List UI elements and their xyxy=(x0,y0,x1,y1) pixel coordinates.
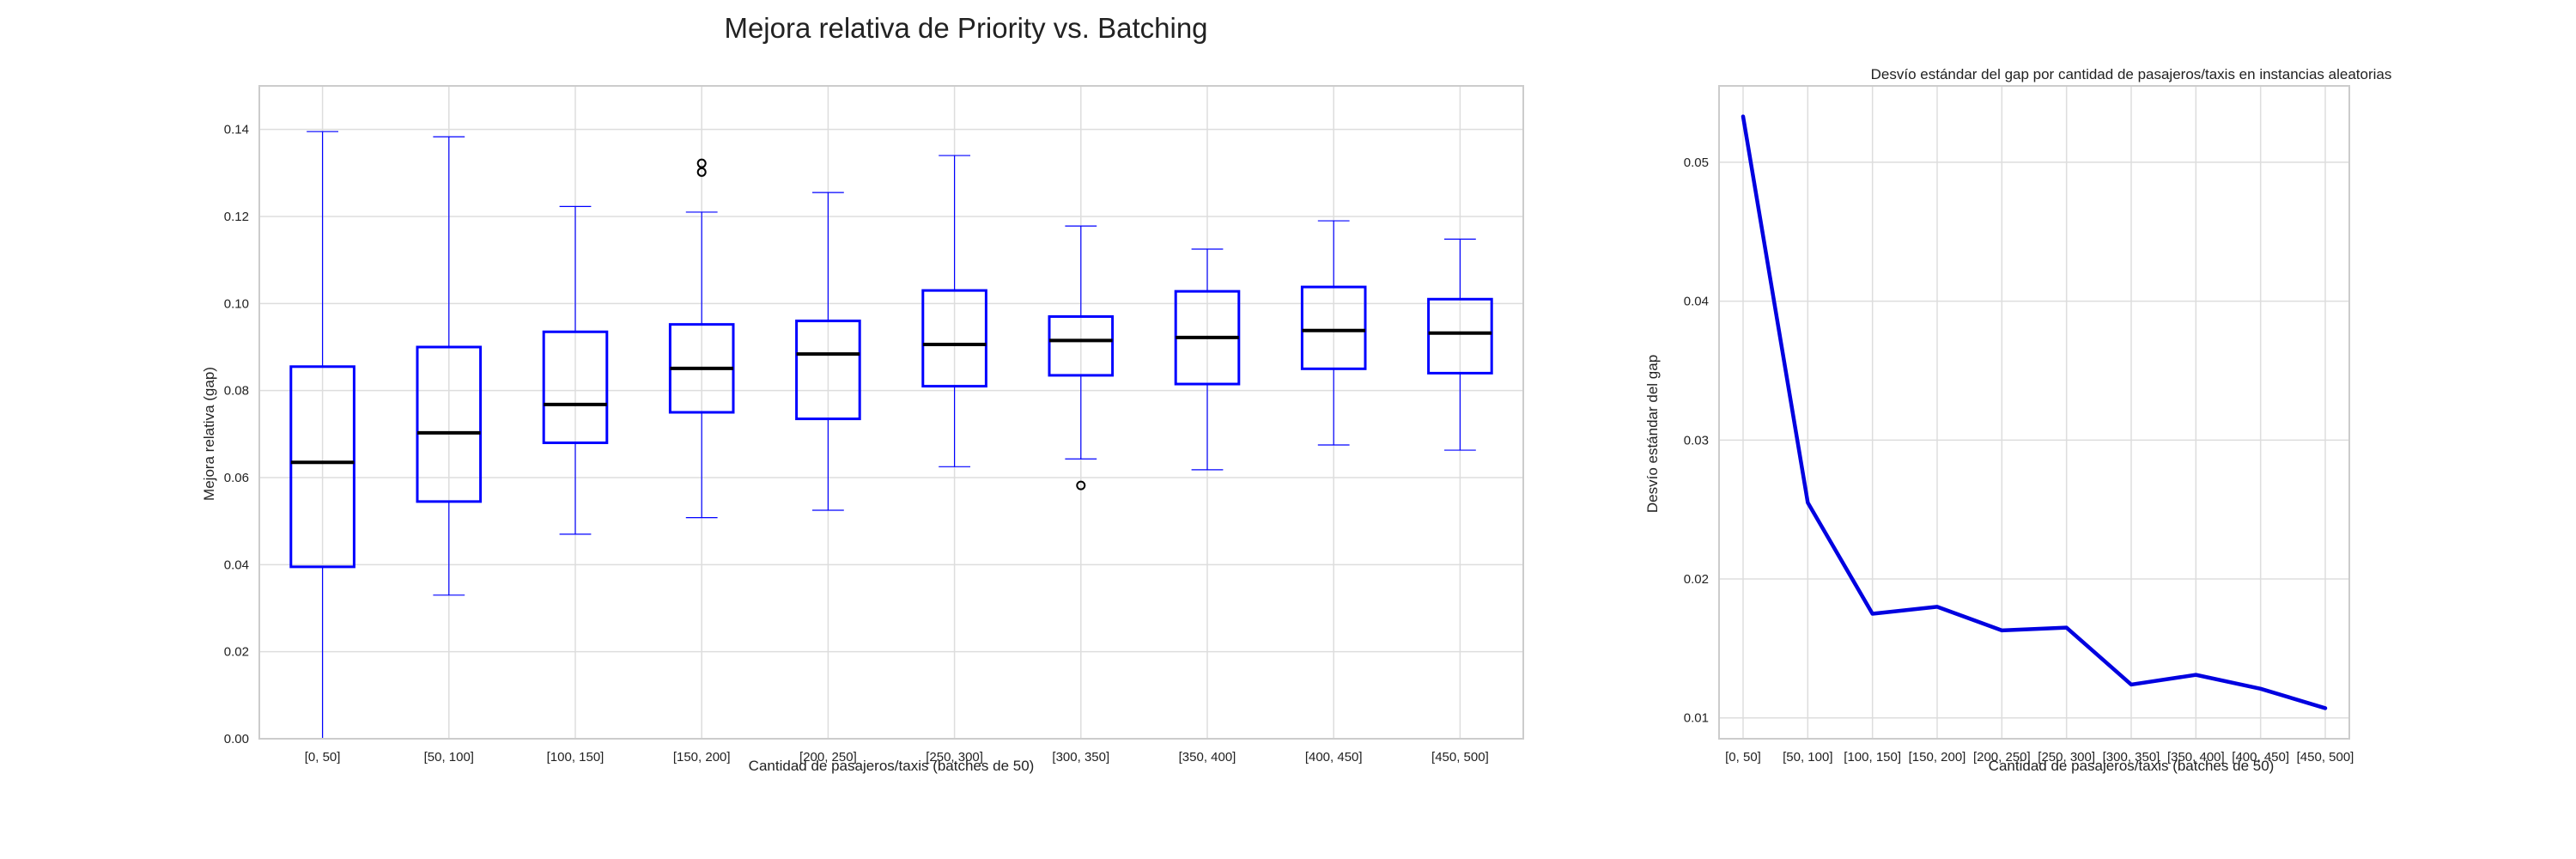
boxplot-x-axis-label: Cantidad de pasajeros/taxis (batches de … xyxy=(749,758,1035,774)
line-x-tick-label: [400, 450] xyxy=(2232,750,2289,765)
box-9 xyxy=(1427,238,1493,451)
line-x-tick-label: [300, 350] xyxy=(2103,750,2160,765)
box-iqr xyxy=(921,289,987,388)
line-frame xyxy=(1718,85,2350,740)
boxplot-x-tick-label: [0, 50] xyxy=(305,750,341,765)
boxplot-y-tick-label: 0.10 xyxy=(224,296,249,311)
line-x-tick-label: [100, 150] xyxy=(1844,750,1901,765)
boxplot-x-tick-label: [50, 100] xyxy=(424,750,474,765)
boxplot-x-tick-label: [150, 200] xyxy=(673,750,731,765)
box-outlier xyxy=(1076,480,1086,490)
box-iqr xyxy=(289,365,355,569)
line-chart-title: Desvío estándar del gap por cantidad de … xyxy=(1871,66,2392,82)
line-y-tick-label: 0.02 xyxy=(1684,572,1709,587)
box-outlier xyxy=(696,158,707,168)
box-0 xyxy=(289,131,355,740)
box-6 xyxy=(1048,225,1115,490)
line-y-tick-label: 0.03 xyxy=(1684,433,1709,448)
box-iqr xyxy=(542,330,609,444)
boxplot-y-tick-label: 0.12 xyxy=(224,210,249,224)
boxplot-x-tick-label: [400, 450] xyxy=(1305,750,1363,765)
box-iqr xyxy=(1300,285,1367,370)
line-x-tick-label: [350, 400] xyxy=(2167,750,2225,765)
boxplot-x-tick-label: [450, 500] xyxy=(1431,750,1489,765)
boxplot-plot-area xyxy=(259,86,1523,739)
box-iqr xyxy=(795,320,861,421)
line-y-tick-label: 0.01 xyxy=(1684,711,1709,726)
boxplot-frame xyxy=(258,85,1524,740)
line-x-tick-label: [200, 250] xyxy=(1973,750,2031,765)
boxplot-x-tick-label: [100, 150] xyxy=(547,750,605,765)
line-x-tick-label: [0, 50] xyxy=(1725,750,1761,765)
boxplot-y-axis-label: Mejora relativa (gap) xyxy=(201,367,217,501)
line-plot-area xyxy=(1719,86,2349,739)
std-series-line xyxy=(1741,114,2328,710)
line-chart-x-axis-label: Cantidad de pasajeros/taxis (batches de … xyxy=(1989,758,2275,774)
box-3 xyxy=(668,158,735,519)
figure-title: Mejora relativa de Priority vs. Batching xyxy=(724,12,1207,44)
box-1 xyxy=(416,136,483,596)
box-4 xyxy=(795,192,861,511)
line-x-tick-label: [450, 500] xyxy=(2297,750,2354,765)
line-y-tick-label: 0.05 xyxy=(1684,155,1709,170)
boxplot-y-tick-label: 0.02 xyxy=(224,645,249,660)
boxplot-y-tick-label: 0.14 xyxy=(224,123,249,137)
box-iqr xyxy=(1048,315,1115,377)
boxplot-x-tick-label: [300, 350] xyxy=(1052,750,1109,765)
boxplot-x-tick-label: [250, 300] xyxy=(926,750,983,765)
box-5 xyxy=(921,155,987,467)
box-7 xyxy=(1174,248,1241,471)
box-iqr xyxy=(416,345,483,503)
line-x-tick-label: [150, 200] xyxy=(1909,750,1966,765)
box-8 xyxy=(1300,220,1367,446)
boxplot-y-tick-label: 0.08 xyxy=(224,384,249,399)
boxplot-y-tick-label: 0.04 xyxy=(224,557,249,572)
boxplot-x-tick-label: [350, 400] xyxy=(1179,750,1236,765)
line-x-tick-label: [50, 100] xyxy=(1783,750,1832,765)
box-outlier xyxy=(696,167,707,177)
boxplot-x-tick-label: [200, 250] xyxy=(799,750,857,765)
box-iqr xyxy=(1427,297,1493,375)
boxplot-axes: 0.00 0.02 0.04 0.06 0.08 0.10 0.12 0.14 [0, 50] [… xyxy=(224,85,1524,765)
line-y-tick-label: 0.04 xyxy=(1684,295,1709,309)
std-line-axes: 0.01 0.02 0.03 0.04 0.05 [0, 50] [50, 100] [100… xyxy=(1684,85,2354,765)
line-chart-y-axis-label: Desvío estándar del gap xyxy=(1644,355,1661,513)
boxplot-y-tick-label: 0.00 xyxy=(224,732,249,746)
boxplot-y-tick-label: 0.06 xyxy=(224,471,249,485)
box-2 xyxy=(542,205,609,535)
line-x-tick-label: [250, 300] xyxy=(2038,750,2095,765)
